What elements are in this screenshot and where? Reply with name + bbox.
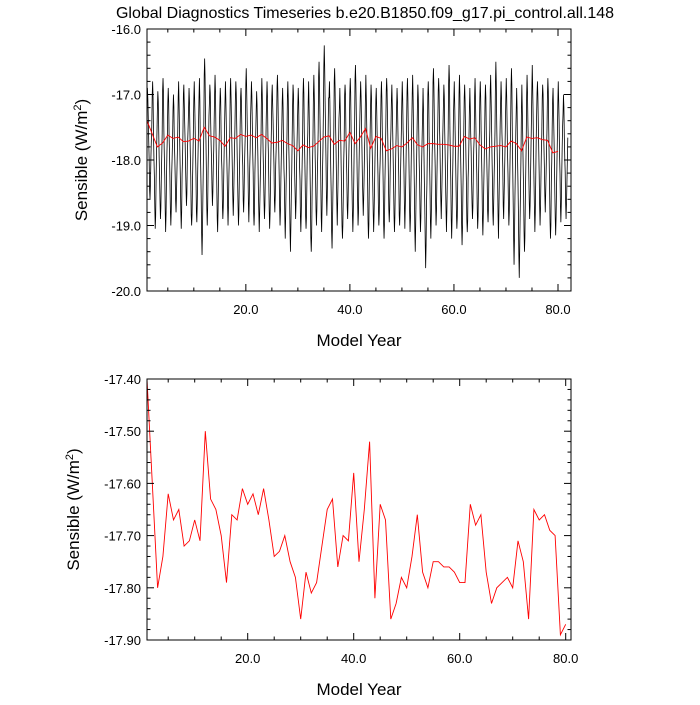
y-axis-title-text: Sensible (W/m (72, 111, 91, 222)
y-tick-label: -17.90 (104, 633, 141, 648)
y-axis-title-superscript: 2 (64, 454, 76, 460)
x-axis-title: Model Year (316, 680, 401, 699)
y-axis-title: Sensible (W/m2) (64, 448, 83, 570)
y-axis-title-superscript: 2 (72, 105, 84, 111)
x-tick-label: 40.0 (341, 651, 366, 666)
y-axis-title-tail: ) (72, 99, 91, 105)
y-axis-title-tail: ) (64, 448, 83, 454)
chart-title: Global Diagnostics Timeseries b.e20.B185… (116, 5, 614, 22)
y-tick-label: -17.60 (104, 476, 141, 491)
y-tick-label: -17.50 (104, 424, 141, 439)
x-tick-label: 80.0 (545, 302, 570, 317)
y-tick-label: -16.0 (111, 22, 141, 37)
tick-marks (147, 378, 571, 641)
x-tick-label: 60.0 (441, 302, 466, 317)
y-axis-title: Sensible (W/m2) (72, 99, 91, 221)
top-panel: 20.0 40.0 60.0 80.0 -16.0 -17.0 -18.0 -19.0 -20.… (72, 22, 572, 350)
annual-series-line (147, 379, 567, 637)
x-tick-label: 80.0 (553, 651, 578, 666)
y-tick-label: -19.0 (111, 219, 141, 234)
x-tick-label: 20.0 (233, 302, 258, 317)
bottom-panel: 20.0 40.0 60.0 80.0 -17.40 -17.50 -17.60 -17.70… (64, 372, 578, 699)
tick-marks (147, 28, 571, 292)
x-tick-label: 60.0 (447, 651, 472, 666)
plot-area (147, 379, 567, 637)
y-tick-label: -17.70 (104, 529, 141, 544)
plot-frame (146, 378, 572, 641)
plot-area (147, 45, 569, 278)
y-axis-title-text: Sensible (W/m (64, 460, 83, 571)
y-tick-label: -17.0 (111, 88, 141, 103)
x-tick-label: 20.0 (235, 651, 260, 666)
y-tick-label: -20.0 (111, 284, 141, 299)
annual-series-line (147, 120, 559, 154)
y-tick-label: -18.0 (111, 153, 141, 168)
x-axis-title: Model Year (316, 331, 401, 350)
monthly-series-line (147, 45, 569, 278)
x-tick-label: 40.0 (337, 302, 362, 317)
y-tick-label: -17.80 (104, 581, 141, 596)
y-tick-label: -17.40 (104, 372, 141, 387)
